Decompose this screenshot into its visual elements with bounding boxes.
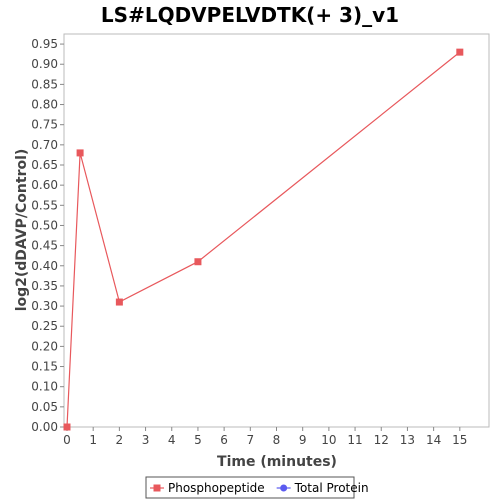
y-tick-label: 0.10 <box>31 380 58 394</box>
series-layer <box>63 48 464 431</box>
y-tick-label: 0.90 <box>31 57 58 71</box>
data-point <box>194 258 202 266</box>
y-tick-label: 0.80 <box>31 98 58 112</box>
x-tick-label: 9 <box>299 433 307 447</box>
x-tick-label: 1 <box>89 433 97 447</box>
y-tick-label: 0.95 <box>31 37 58 51</box>
x-axis: 0 1 2 3 4 5 6 7 8 9 10 11 12 13 14 15 <box>63 427 467 447</box>
y-tick-label: 0.70 <box>31 138 58 152</box>
x-tick-label: 3 <box>142 433 150 447</box>
legend-marker-total-protein <box>280 484 288 492</box>
x-tick-label: 13 <box>400 433 415 447</box>
data-point <box>76 149 84 157</box>
y-tick-label: 0.40 <box>31 259 58 273</box>
x-tick-label: 10 <box>321 433 336 447</box>
x-tick-label: 7 <box>246 433 254 447</box>
y-tick-label: 0.85 <box>31 77 58 91</box>
y-tick-label: 0.00 <box>31 420 58 434</box>
y-tick-label: 0.15 <box>31 360 58 374</box>
y-tick-label: 0.20 <box>31 339 58 353</box>
y-tick-label: 0.55 <box>31 198 58 212</box>
x-tick-label: 4 <box>168 433 176 447</box>
legend: Phosphopeptide Total Protein <box>145 476 369 499</box>
x-tick-label: 6 <box>220 433 228 447</box>
y-tick-label: 0.45 <box>31 239 58 253</box>
x-tick-label: 0 <box>63 433 71 447</box>
legend-label-total-protein: Total Protein <box>294 481 369 495</box>
y-tick-label: 0.60 <box>31 178 58 192</box>
x-tick-label: 2 <box>116 433 124 447</box>
y-tick-label: 0.65 <box>31 158 58 172</box>
x-tick-label: 14 <box>426 433 441 447</box>
data-point <box>63 423 71 431</box>
legend-marker-phosphopeptide <box>153 484 161 492</box>
y-tick-label: 0.50 <box>31 218 58 232</box>
data-point <box>456 48 464 56</box>
legend-label-phosphopeptide: Phosphopeptide <box>168 481 265 495</box>
y-tick-label: 0.35 <box>31 279 58 293</box>
x-tick-label: 8 <box>273 433 281 447</box>
data-point <box>115 298 123 306</box>
x-tick-label: 5 <box>194 433 202 447</box>
plot-area <box>63 33 490 428</box>
y-axis: 0.00 0.05 0.10 0.15 0.20 0.25 0.30 0.35 0.40 0.45… <box>31 37 64 434</box>
legend-box <box>145 476 355 499</box>
chart-title: LS#LQDVPELVDTK(+ 3)_v1 <box>101 3 399 27</box>
y-tick-label: 0.30 <box>31 299 58 313</box>
y-tick-label: 0.05 <box>31 400 58 414</box>
x-axis-label: Time (minutes) <box>217 454 337 470</box>
x-tick-label: 15 <box>452 433 467 447</box>
y-axis-label: log2(dDAVP/Control) <box>14 149 30 312</box>
y-tick-label: 0.75 <box>31 118 58 132</box>
x-tick-label: 11 <box>347 433 362 447</box>
plot-background <box>63 33 490 428</box>
y-tick-label: 0.25 <box>31 319 58 333</box>
x-tick-label: 12 <box>374 433 389 447</box>
